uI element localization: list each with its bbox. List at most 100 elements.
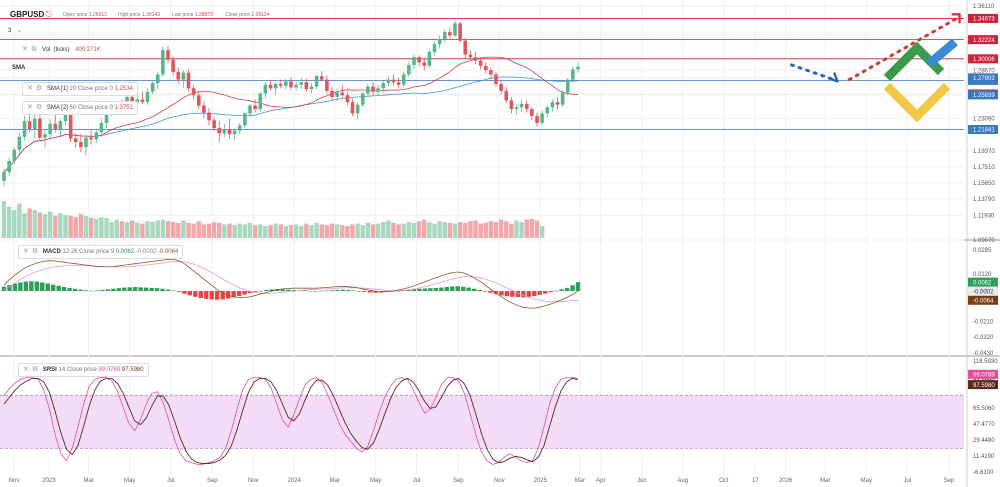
gear-icon[interactable]: ⚙ [30, 46, 38, 53]
candle-body [212, 120, 216, 129]
srsi-value-badge [968, 369, 998, 379]
sma1-params: 20 Close price 0 [69, 86, 113, 92]
candle-body [499, 83, 503, 91]
volume-bar [304, 223, 309, 238]
macd-y-tick-label: 0.0120 [973, 272, 992, 278]
srsi-legend[interactable]: ✕ ⚙ SRSI 14 Close price 99.0789 97.5980 [18, 363, 149, 377]
interval-value: 3 [8, 28, 12, 34]
y-tick-label: 1.28670 [973, 68, 995, 74]
srsi-value-2: 97.5980 [121, 367, 144, 373]
gear-icon[interactable]: ⚙ [35, 85, 43, 92]
candle-body [555, 102, 560, 105]
macd-histogram-bar [433, 287, 439, 292]
volume-bar [160, 219, 166, 238]
volume-bar [6, 206, 12, 238]
volume-bar [73, 217, 78, 238]
forecast-down-arrowhead [828, 72, 839, 83]
macd-histogram-bar [302, 290, 307, 292]
macd-histogram-bar [258, 290, 264, 292]
macd-y-tick-label: -0.0210 [973, 319, 994, 325]
macd-histogram-bar [61, 287, 67, 292]
price-level-label: 1.34673 [973, 17, 995, 23]
forecast-up-arrowhead [951, 13, 961, 24]
candle-body [284, 81, 288, 86]
y-tick-label: 1.15650 [973, 181, 995, 187]
srsi-band [0, 395, 964, 449]
volume-bar [299, 226, 304, 238]
volume-bar [493, 222, 499, 238]
gear-icon[interactable]: ⚙ [35, 104, 43, 111]
close-icon[interactable]: ✕ [23, 248, 29, 255]
macd-legend[interactable]: ✕ ⚙ MACD 12 26 Close price 9 0.0062 -0.00… [18, 245, 184, 259]
volume-bar [247, 222, 253, 238]
candle-body [27, 121, 32, 129]
candle-body [2, 172, 6, 181]
gear-icon[interactable]: ⚙ [31, 248, 39, 255]
macd-histogram-bar [307, 290, 313, 292]
volume-bar [375, 223, 381, 238]
close-icon[interactable]: ✕ [22, 46, 28, 53]
volume-bar [196, 221, 201, 238]
price-badge-label: 1.27803 [973, 76, 995, 82]
sma2-legend[interactable]: ✕ ⚙ SMA [2] 50 Close price 0 1.3751 [22, 101, 138, 115]
close-icon[interactable]: ✕ [27, 104, 33, 111]
volume-bar [109, 222, 114, 238]
candle-body [417, 57, 421, 63]
candle-body [268, 84, 273, 89]
interval-select[interactable]: 3 ⌄ [4, 26, 26, 37]
sma1-legend[interactable]: ✕ ⚙ SMA [1] 20 Close price 0 1.2534 [22, 82, 138, 96]
gear-icon[interactable]: ⚙ [31, 366, 39, 373]
srsi-y-tick-label: 118.5930 [973, 359, 998, 365]
macd-value-badge [968, 295, 998, 305]
macd-histogram-bar [340, 289, 346, 292]
candle-body [473, 57, 478, 61]
srsi-y-tick-label: -6.6100 [973, 470, 994, 476]
price-level-badge [968, 35, 998, 45]
srsi-value-badge [968, 380, 998, 390]
x-tick-label: Sep [207, 478, 218, 484]
macd-histogram-bar [83, 290, 89, 292]
volume-bar [452, 223, 458, 238]
candle-body [166, 50, 170, 60]
close-icon[interactable]: ✕ [23, 366, 29, 373]
macd-value-3: -0.0064 [157, 249, 179, 255]
sma-button[interactable]: SMA [12, 65, 26, 71]
candle-body [43, 134, 47, 138]
volume-bar [314, 222, 319, 238]
macd-histogram-bar [499, 291, 504, 296]
macd-histogram-bar [127, 287, 132, 292]
symbol-title: GBPUSD [10, 10, 45, 19]
candle-body [422, 62, 427, 66]
volume-bar [463, 222, 468, 238]
macd-histogram-bar [411, 289, 417, 292]
volume-bar [396, 224, 401, 238]
symbol-alert-icon[interactable]: ⎋ [46, 10, 53, 19]
candle-body [150, 83, 155, 92]
forecast-up-path [847, 15, 961, 82]
x-tick-label: Nov [9, 478, 20, 484]
candle-body [509, 100, 514, 110]
volume-bar [509, 223, 514, 238]
candle-body [17, 136, 22, 150]
volume-bar [350, 224, 355, 238]
srsi-value-1: 99.0789 [98, 367, 121, 373]
sma-1-line [3, 56, 579, 173]
volume-legend[interactable]: ✕ ⚙ Vol. (ticks) 400.271K [18, 44, 105, 56]
logo-yellow-chevron [883, 82, 951, 123]
macd-line [3, 259, 579, 309]
x-tick-label: Jul [167, 478, 175, 484]
close-icon[interactable]: ✕ [27, 85, 33, 92]
macd-histogram-bar [100, 289, 105, 292]
y-tick-label: 1.13790 [973, 197, 995, 203]
macd-histogram-bar [94, 290, 100, 292]
volume-bar [278, 224, 283, 238]
macd-histogram-bar [12, 283, 18, 292]
y-tick-label: 1.11930 [973, 213, 995, 219]
candle-body [207, 112, 211, 121]
candle-body [386, 79, 391, 84]
volume-bar [217, 222, 222, 238]
candle-body [463, 40, 468, 55]
macd-histogram-bar [18, 282, 23, 292]
macd-histogram-bar [461, 286, 466, 292]
